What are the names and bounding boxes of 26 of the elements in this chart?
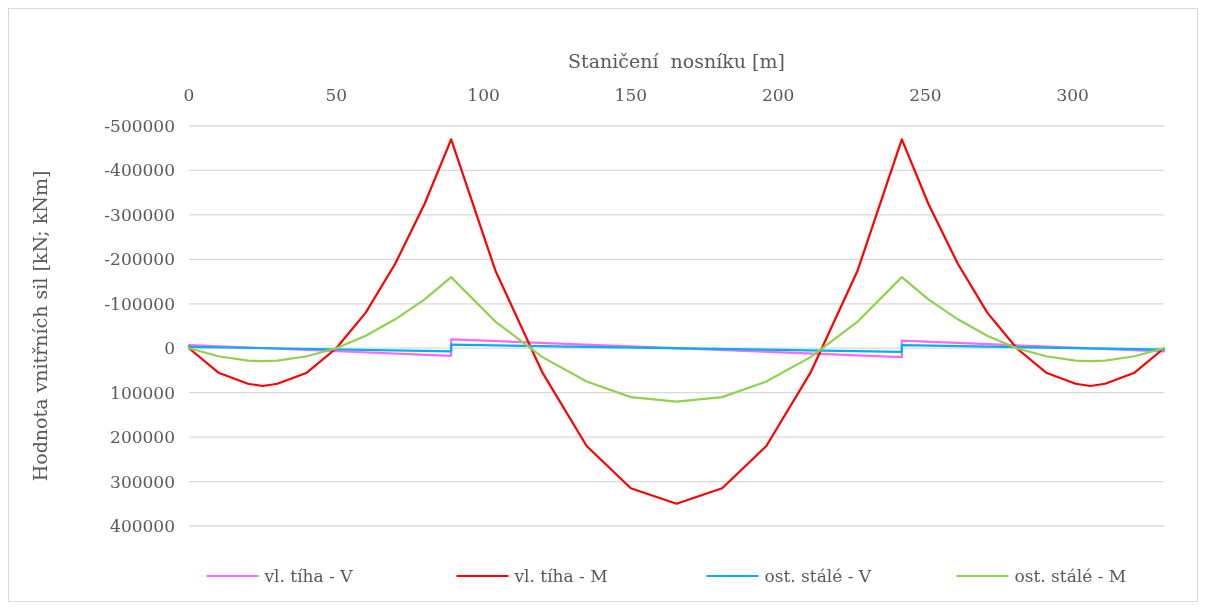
- legend-label: ost. stálé - V: [764, 565, 872, 586]
- x-tick-label: 150: [614, 85, 648, 105]
- y-tick-label: 100000: [110, 382, 175, 403]
- y-tick-label: -500000: [104, 115, 175, 136]
- x-tick-label: 50: [325, 85, 348, 105]
- y-tick-label: -300000: [104, 204, 175, 225]
- x-tick-label: 0: [183, 85, 195, 105]
- x-tick-label: 300: [1056, 85, 1089, 105]
- y-tick-label: -400000: [104, 160, 175, 181]
- x-tick-label: 100: [467, 85, 500, 105]
- legend-label: ost. stálé - M: [1014, 565, 1127, 586]
- y-tick-label: -100000: [104, 293, 175, 314]
- x-axis-title: Staničení nosníku [m]: [568, 50, 785, 72]
- line-series: [187, 343, 1166, 353]
- y-tick-label: -200000: [104, 249, 175, 270]
- y-tick-label: 200000: [110, 427, 175, 448]
- legend-label: vl. tíha - V: [263, 565, 354, 586]
- y-tick-label: 0: [164, 338, 175, 359]
- x-tick-label: 200: [761, 85, 795, 105]
- y-axis-title: Hodnota vnitřních sil [kN; kNm]: [29, 170, 51, 482]
- legend-label: vl. tíha - M: [513, 565, 608, 586]
- y-tick-label: 300000: [110, 471, 175, 492]
- line-series: [187, 338, 1166, 359]
- line-series: [187, 276, 1166, 403]
- y-tick-label: 400000: [110, 515, 175, 536]
- x-tick-label: 250: [909, 85, 942, 105]
